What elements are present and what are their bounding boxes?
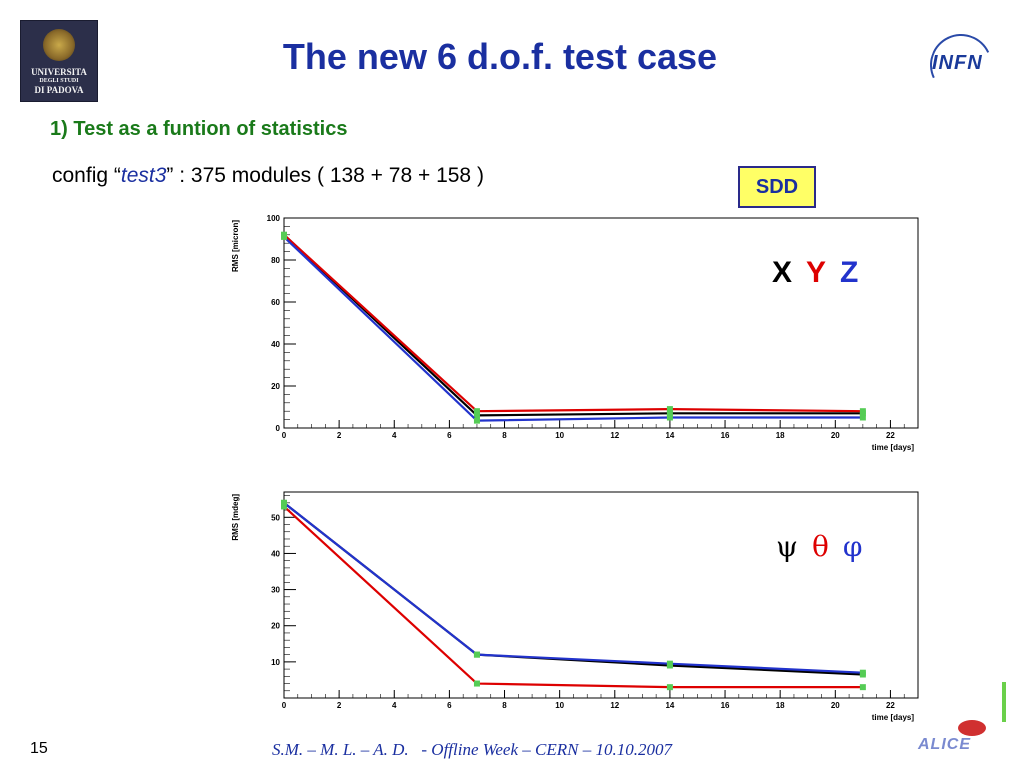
data-point bbox=[666, 660, 673, 667]
data-point bbox=[666, 414, 673, 421]
data-point bbox=[666, 410, 673, 417]
infn-logo: INFN bbox=[921, 25, 1001, 105]
x-tick-label: 16 bbox=[721, 431, 730, 440]
x-tick-label: 8 bbox=[502, 431, 507, 440]
footer-credit: S.M. – M. L. – A. D. - Offline Week – CE… bbox=[272, 740, 672, 759]
legend-z: Z bbox=[840, 256, 859, 289]
data-point bbox=[281, 503, 287, 510]
y-tick-label: 20 bbox=[271, 622, 280, 631]
x-tick-label: 0 bbox=[282, 701, 287, 710]
data-point bbox=[281, 233, 287, 240]
y-tick-label: 100 bbox=[267, 214, 281, 223]
section-heading: 1) Test as a funtion of statistics bbox=[50, 118, 348, 140]
data-point bbox=[859, 410, 866, 417]
chart-panel-1: 0 2 4 6 8 10 12 14 16 18 20 22 0 20 40 60 80 100 RMS [micr… bbox=[231, 214, 919, 452]
x-tick-label: 10 bbox=[555, 701, 564, 710]
y-tick-label: 40 bbox=[271, 549, 280, 558]
data-point bbox=[859, 671, 866, 678]
y-tick-label: 20 bbox=[271, 382, 280, 391]
data-point bbox=[859, 669, 866, 676]
legend-psi: ψ bbox=[776, 530, 798, 563]
data-point bbox=[473, 651, 480, 658]
y-axis-title: RMS [mdeg] bbox=[231, 494, 240, 541]
data-point bbox=[281, 231, 287, 238]
x-tick-label: 20 bbox=[831, 431, 840, 440]
x-axis-title: time [days] bbox=[872, 443, 915, 452]
legend-theta: θ bbox=[811, 530, 829, 563]
data-point bbox=[473, 408, 480, 415]
data-point bbox=[473, 417, 480, 424]
data-point bbox=[859, 408, 866, 415]
data-point bbox=[281, 499, 287, 506]
y-tick-label: 40 bbox=[271, 340, 280, 349]
x-tick-label: 16 bbox=[721, 701, 730, 710]
plot-frame bbox=[283, 491, 919, 699]
x-tick-label: 22 bbox=[886, 431, 895, 440]
x-tick-label: 6 bbox=[447, 431, 452, 440]
x-axis-title: time [days] bbox=[872, 713, 915, 722]
config-description: config “test3” : 375 modules ( 138 + 78 … bbox=[52, 164, 484, 187]
data-point bbox=[859, 414, 866, 421]
sdd-badge: SDD bbox=[738, 166, 816, 208]
x-tick-label: 22 bbox=[886, 701, 895, 710]
x-tick-label: 2 bbox=[337, 431, 342, 440]
x-tick-label: 4 bbox=[392, 431, 397, 440]
y-tick-label: 10 bbox=[271, 658, 280, 667]
page-number: 15 bbox=[30, 740, 48, 757]
alice-bar-icon bbox=[1002, 682, 1006, 722]
config-name: test3 bbox=[120, 164, 167, 187]
x-tick-label: 14 bbox=[665, 431, 674, 440]
alice-blob-icon bbox=[958, 720, 986, 736]
alice-logo: ALICE bbox=[918, 682, 1008, 753]
slide-title: The new 6 d.o.f. test case bbox=[282, 36, 718, 77]
legend-phi: φ bbox=[842, 530, 863, 563]
x-tick-label: 8 bbox=[502, 701, 507, 710]
x-tick-label: 0 bbox=[282, 431, 287, 440]
y-tick-label: 60 bbox=[271, 298, 280, 307]
x-tick-label: 10 bbox=[555, 431, 564, 440]
data-point bbox=[666, 684, 673, 691]
data-point bbox=[859, 684, 866, 691]
y-tick-label: 50 bbox=[271, 513, 280, 522]
data-point bbox=[473, 412, 480, 419]
legend-x: X bbox=[772, 256, 793, 289]
x-tick-label: 4 bbox=[392, 701, 397, 710]
data-point bbox=[281, 231, 287, 238]
y-axis-title: RMS [micron] bbox=[231, 220, 240, 272]
data-point bbox=[473, 680, 480, 687]
x-tick-label: 12 bbox=[610, 701, 619, 710]
data-point bbox=[666, 662, 673, 669]
data-point bbox=[666, 406, 673, 413]
plot-frame bbox=[283, 217, 919, 429]
series-line-3 bbox=[283, 501, 863, 674]
x-tick-label: 20 bbox=[831, 701, 840, 710]
padova-logo-text: UNIVERSITA DEGLI STUDI DI PADOVA bbox=[31, 67, 87, 95]
x-tick-label: 2 bbox=[337, 701, 342, 710]
university-padova-logo: UNIVERSITA DEGLI STUDI DI PADOVA bbox=[20, 20, 98, 102]
x-tick-label: 6 bbox=[447, 701, 452, 710]
chart-panel-2: 0 2 4 6 8 10 12 14 16 18 20 22 10 20 30 40 50 RMS [mdeg] t… bbox=[231, 491, 919, 722]
padova-seal-icon bbox=[43, 29, 75, 61]
x-tick-label: 14 bbox=[665, 701, 674, 710]
x-tick-label: 18 bbox=[776, 431, 785, 440]
x-tick-label: 18 bbox=[776, 701, 785, 710]
y-tick-label: 80 bbox=[271, 256, 280, 265]
x-tick-label: 12 bbox=[610, 431, 619, 440]
data-point bbox=[473, 651, 480, 658]
series-line-1 bbox=[283, 501, 863, 676]
data-point bbox=[281, 499, 287, 506]
legend-y: Y bbox=[806, 256, 827, 289]
y-tick-label: 0 bbox=[276, 424, 281, 433]
y-tick-label: 30 bbox=[271, 586, 280, 595]
